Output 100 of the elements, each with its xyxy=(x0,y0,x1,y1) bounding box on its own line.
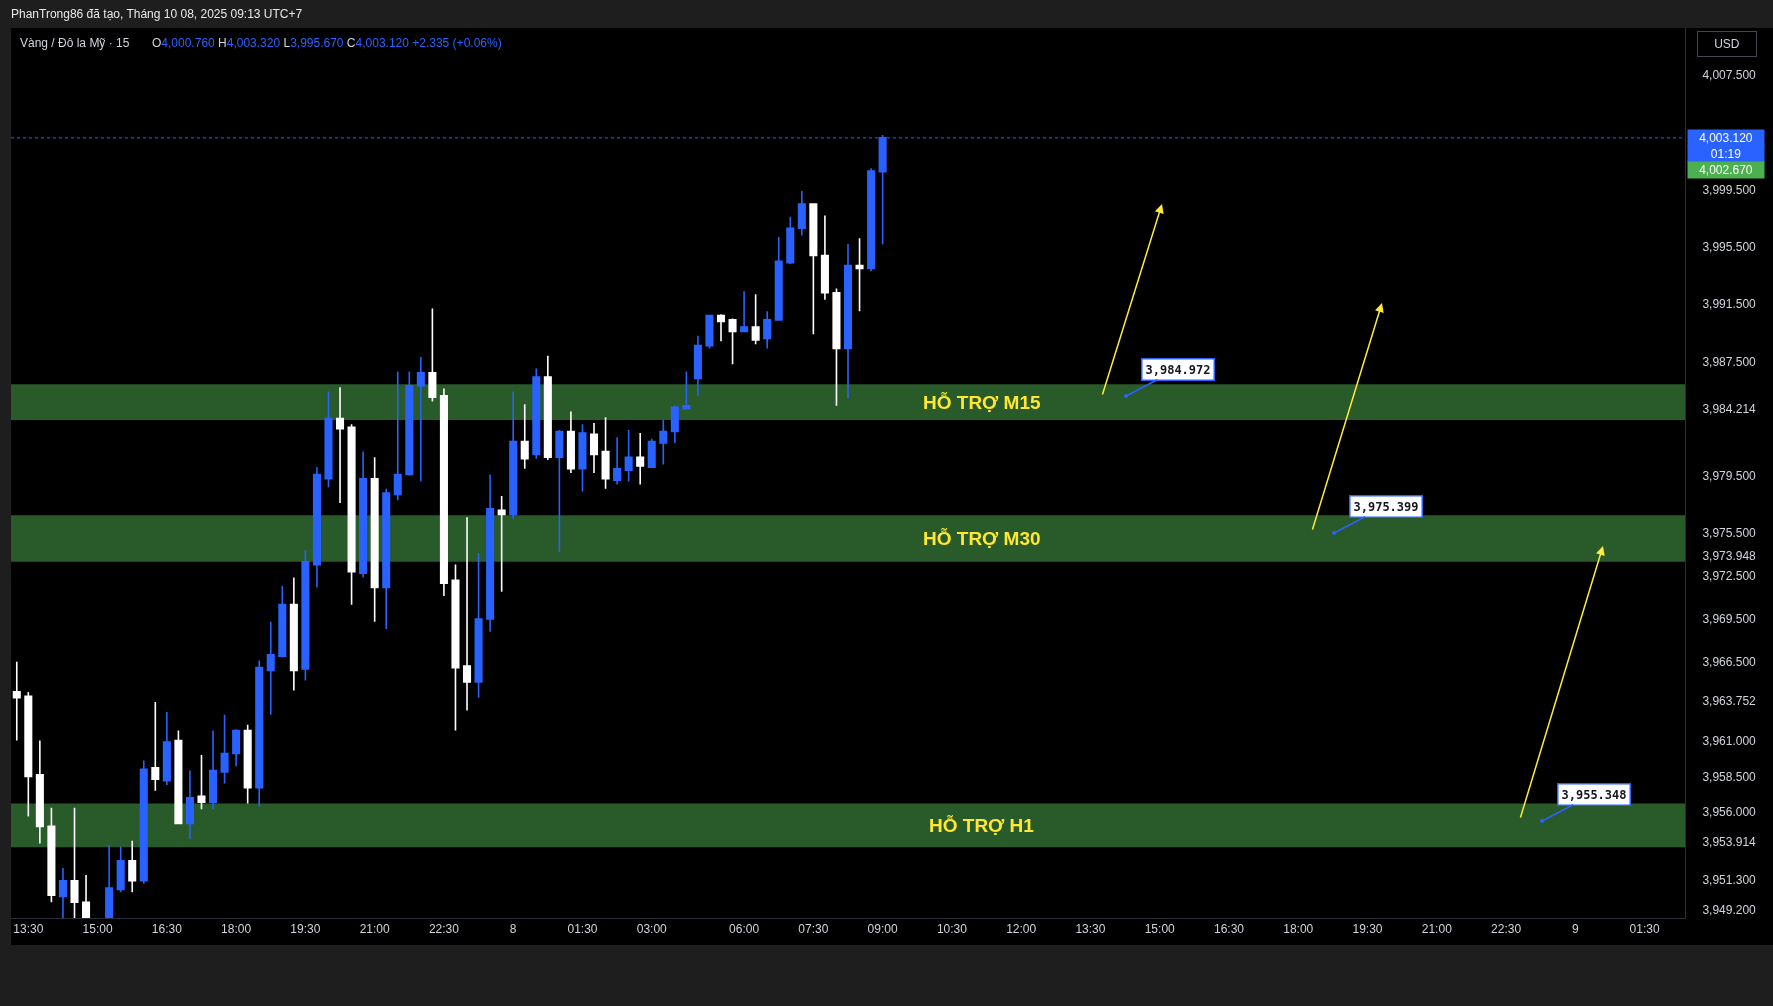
x-tick-label: 16:30 xyxy=(1213,922,1245,937)
x-tick-label: 19:30 xyxy=(290,922,321,937)
candlestick xyxy=(509,390,518,520)
candlestick xyxy=(405,370,414,477)
candlestick xyxy=(462,516,472,712)
x-tick-label: 01:30 xyxy=(567,922,598,937)
candlestick xyxy=(220,714,229,785)
candlestick xyxy=(532,367,541,460)
candlestick xyxy=(520,403,529,470)
band-label: HỖ TRỢ H1 xyxy=(929,815,1035,836)
candlestick xyxy=(324,390,333,489)
candlestick xyxy=(162,711,171,786)
candlestick xyxy=(255,659,264,808)
candlestick xyxy=(151,701,160,792)
candlestick xyxy=(428,307,437,403)
candlestick xyxy=(843,243,853,400)
candlestick xyxy=(278,585,287,659)
x-tick-label: 15:00 xyxy=(82,922,113,937)
x-tick-label: 21:00 xyxy=(359,922,390,937)
candlestick xyxy=(659,419,668,466)
annotation: 3,975.399 xyxy=(1353,499,1419,514)
candlestick xyxy=(312,466,321,589)
y-tick-label: 3,956.000 xyxy=(1702,805,1757,820)
x-tick-label: 03:00 xyxy=(636,922,668,937)
candlestick xyxy=(705,314,714,350)
x-tick-label: 06:00 xyxy=(729,922,760,937)
y-tick-label: 3,969.500 xyxy=(1702,612,1757,627)
x-tick-label: 07:30 xyxy=(798,922,829,937)
candlestick xyxy=(416,356,425,483)
candlestick xyxy=(555,429,564,553)
candlestick xyxy=(382,487,391,630)
x-tick-label: 09:00 xyxy=(867,922,898,937)
text: O4,000.760 H4,003.320 L3,995.670 C4,003.120 +2.335 (+0.06%) xyxy=(152,36,502,50)
annotation: 3,984.972 xyxy=(1145,362,1211,377)
candlestick xyxy=(105,844,114,918)
candlestick xyxy=(786,216,795,265)
candlestick xyxy=(716,313,726,343)
x-tick-label: 13:30 xyxy=(13,922,44,937)
candlestick xyxy=(301,549,310,682)
candlestick xyxy=(670,404,679,444)
candlestick xyxy=(347,423,356,606)
x-tick-label: 01:30 xyxy=(1629,922,1660,937)
candlestick xyxy=(497,495,506,593)
x-tick-label: 19:30 xyxy=(1352,922,1383,937)
candlestick xyxy=(774,236,783,321)
candlestick xyxy=(116,845,125,894)
ref-line-label: 4,003.120 xyxy=(1699,131,1753,145)
candlestick xyxy=(624,429,633,483)
candlestick xyxy=(543,354,552,461)
candlestick xyxy=(855,237,864,313)
candlestick xyxy=(636,432,645,486)
candlestick xyxy=(832,287,841,407)
candlestick xyxy=(266,621,275,716)
candlestick xyxy=(139,759,148,885)
x-tick-label: 22:30 xyxy=(1491,922,1522,937)
text: USD xyxy=(1714,37,1740,51)
candlestick xyxy=(35,739,44,845)
candlestick xyxy=(58,867,67,918)
x-tick-label: 10:30 xyxy=(936,922,968,937)
x-tick-label: 18:00 xyxy=(221,922,252,937)
y-tick-label: 3,961.000 xyxy=(1702,733,1757,748)
candlestick xyxy=(613,436,622,486)
x-tick-label: 18:00 xyxy=(1283,922,1314,937)
candlestick xyxy=(197,754,206,811)
text: 01:19 xyxy=(1710,147,1742,161)
y-tick-label: 3,987.500 xyxy=(1702,354,1757,369)
text: Vàng / Đô la Mỹ · 15 xyxy=(20,36,130,50)
x-tick-label: 21:00 xyxy=(1421,922,1453,937)
x-tick-label: 13:30 xyxy=(1075,922,1106,937)
candlestick xyxy=(682,370,691,410)
candlestick xyxy=(740,290,749,333)
candlestick xyxy=(439,387,448,597)
candlestick xyxy=(728,317,737,366)
x-tick-label: 9 xyxy=(1571,922,1579,937)
y-tick-label: 3,984.214 xyxy=(1702,401,1757,416)
candlestick xyxy=(24,691,33,818)
y-tick-label: 3,973.948 xyxy=(1702,548,1757,563)
candlestick xyxy=(867,167,876,273)
candlestick xyxy=(70,807,79,918)
candlestick xyxy=(128,839,137,894)
band-label: HỖ TRỢ M30 xyxy=(923,528,1041,549)
y-tick-label: 3,991.500 xyxy=(1702,297,1757,312)
candlestick xyxy=(751,293,760,346)
candlestick xyxy=(359,450,368,579)
candlestick xyxy=(174,729,183,825)
y-tick-label: 3,963.752 xyxy=(1702,694,1757,709)
x-tick-label: 15:00 xyxy=(1144,922,1176,937)
candlestick xyxy=(601,416,610,490)
candlestick xyxy=(393,370,402,501)
y-tick-label: 3,972.500 xyxy=(1702,569,1757,584)
x-tick-label: 22:30 xyxy=(428,922,460,937)
x-tick-label: 12:00 xyxy=(1006,922,1037,937)
y-tick-label: 3,949.200 xyxy=(1702,902,1757,917)
candlestick xyxy=(578,423,587,493)
y-tick-label: 3,951.300 xyxy=(1702,872,1757,887)
candlestick xyxy=(809,203,818,336)
candlestick xyxy=(209,729,218,811)
candlestick xyxy=(589,422,599,474)
annotation: 3,955.348 xyxy=(1561,787,1627,802)
candlestick xyxy=(47,807,56,904)
